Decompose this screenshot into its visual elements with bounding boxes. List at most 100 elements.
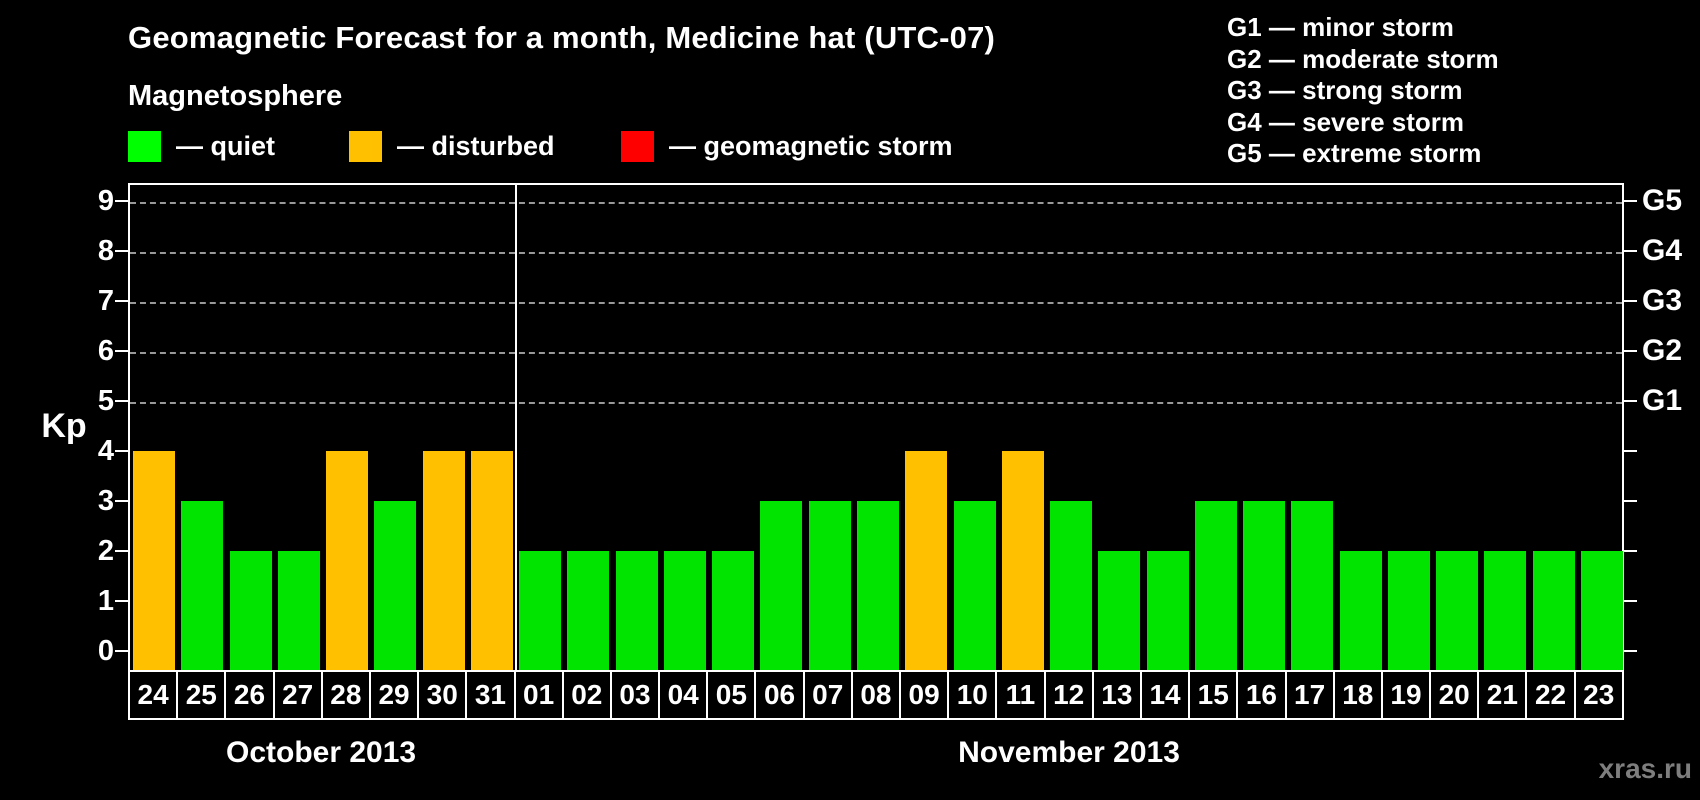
storm-color-swatch — [621, 130, 654, 162]
storm-scale-line: G1 — minor storm — [1227, 12, 1454, 42]
date-cell-04: 04 — [658, 672, 706, 718]
date-cell-16: 16 — [1236, 672, 1284, 718]
date-cell-02: 02 — [561, 672, 610, 718]
y-tick-label-4: 4 — [97, 435, 114, 467]
y-tick-label-7: 7 — [97, 285, 114, 317]
date-cell-29: 29 — [368, 672, 417, 718]
left-tick-kp-1 — [115, 600, 128, 602]
kp-bar-day-17 — [1291, 501, 1334, 672]
storm-scale-line: G2 — moderate storm — [1227, 43, 1499, 74]
kp-bar-day-24 — [133, 451, 176, 672]
kp-bar-day-02 — [567, 551, 610, 672]
plot-area — [128, 183, 1624, 672]
kp-bar-day-25 — [181, 501, 224, 672]
right-tick-kp-8 — [1624, 250, 1637, 252]
date-cell-22: 22 — [1525, 672, 1573, 718]
month-label: October 2013 — [225, 736, 417, 769]
right-tick-kp-1 — [1624, 600, 1637, 602]
kp-bar-day-13 — [1098, 551, 1141, 672]
gridline-kp-5 — [130, 402, 1622, 404]
date-cell-06: 06 — [754, 672, 802, 718]
date-cell-30: 30 — [417, 672, 465, 718]
right-tick-kp-7 — [1624, 300, 1637, 302]
kp-bar-day-23 — [1580, 551, 1623, 672]
g-scale-label-G3: G3 — [1642, 284, 1683, 317]
date-cell-11: 11 — [995, 672, 1043, 718]
right-tick-kp-9 — [1624, 200, 1637, 202]
date-axis: 24 25 26 27 28 29 30 31 01 02 03 04 05 06 07 08 09 10 11 12… — [128, 670, 1624, 720]
left-tick-kp-8 — [115, 250, 128, 252]
right-tick-kp-5 — [1624, 400, 1637, 402]
storm-scale-line: G4 — severe storm — [1227, 106, 1465, 137]
kp-bar-day-06 — [760, 501, 803, 672]
y-tick-label-5: 5 — [97, 385, 114, 417]
legend-label: — disturbed — [397, 130, 555, 161]
gridline-kp-7 — [130, 302, 1622, 304]
gridline-kp-6 — [130, 352, 1622, 354]
kp-bar-day-30 — [422, 451, 465, 672]
kp-bar-day-22 — [1532, 551, 1575, 672]
date-cell-13: 13 — [1091, 672, 1140, 718]
date-cell-07: 07 — [802, 672, 851, 718]
kp-bar-day-26 — [229, 551, 272, 672]
kp-bar-day-09 — [905, 451, 948, 672]
right-tick-kp-3 — [1624, 500, 1637, 502]
kp-bar-day-01 — [519, 551, 562, 672]
g-scale-label-G5: G5 — [1642, 184, 1683, 217]
page-title: Geomagnetic Forecast for a month, Medici… — [128, 20, 996, 55]
left-tick-kp-7 — [115, 300, 128, 302]
kp-bar-day-03 — [615, 551, 658, 672]
quiet-color-swatch — [128, 130, 161, 162]
storm-scale-legend: G1 — minor storm G2 — moderate storm G3 — … — [1227, 12, 1499, 170]
kp-bar-day-31 — [470, 451, 513, 672]
kp-bar-day-07 — [808, 501, 851, 672]
storm-scale-line: G5 — extreme storm — [1227, 138, 1482, 168]
gridline-kp-8 — [130, 252, 1622, 254]
left-tick-kp-0 — [115, 650, 128, 652]
date-cell-27: 27 — [272, 672, 321, 718]
y-tick-label-8: 8 — [97, 235, 114, 267]
y-tick-label-9: 9 — [97, 185, 114, 217]
right-tick-kp-0 — [1624, 650, 1637, 652]
kp-bar-day-15 — [1194, 501, 1237, 672]
month-label: November 2013 — [958, 736, 1180, 769]
date-cell-17: 17 — [1284, 672, 1333, 718]
y-tick-label-0: 0 — [97, 635, 114, 667]
left-tick-kp-6 — [115, 350, 128, 352]
disturbed-color-swatch — [349, 130, 382, 162]
kp-bar-day-27 — [277, 551, 320, 672]
date-cell-24: 24 — [137, 679, 169, 710]
date-cell-10: 10 — [947, 672, 995, 718]
left-tick-kp-3 — [115, 500, 128, 502]
left-tick-kp-4 — [115, 450, 128, 452]
g-scale-label-G4: G4 — [1642, 234, 1683, 267]
kp-bar-day-28 — [326, 451, 369, 672]
date-cell-26: 26 — [224, 672, 272, 718]
date-cell-21: 21 — [1477, 672, 1525, 718]
kp-bar-day-10 — [953, 501, 996, 672]
date-cell-01: 01 — [513, 672, 562, 718]
g-scale-label-G2: G2 — [1642, 334, 1683, 367]
left-tick-kp-5 — [115, 400, 128, 402]
date-cell-31: 31 — [465, 672, 513, 718]
legend-item-storm: — geomagnetic storm — [621, 130, 953, 162]
legend-item-quiet: — quiet — [128, 130, 275, 162]
date-cell-14: 14 — [1139, 672, 1188, 718]
date-cell-19: 19 — [1380, 672, 1429, 718]
g-scale-label-G1: G1 — [1642, 384, 1683, 417]
date-cell-20: 20 — [1429, 672, 1477, 718]
kp-bar-day-16 — [1243, 501, 1286, 672]
kp-bar-day-18 — [1339, 551, 1382, 672]
legend-label: — geomagnetic storm — [669, 130, 953, 161]
kp-bar-day-12 — [1050, 501, 1093, 672]
legend-label: — quiet — [176, 130, 275, 161]
month-separator-line — [515, 185, 518, 672]
date-cell-09: 09 — [899, 672, 947, 718]
kp-bar-day-29 — [374, 501, 417, 672]
date-cell-15: 15 — [1188, 672, 1236, 718]
y-tick-label-3: 3 — [97, 485, 114, 517]
y-tick-label-2: 2 — [97, 535, 114, 567]
right-tick-kp-4 — [1624, 450, 1637, 452]
gridline-kp-9 — [130, 202, 1622, 204]
